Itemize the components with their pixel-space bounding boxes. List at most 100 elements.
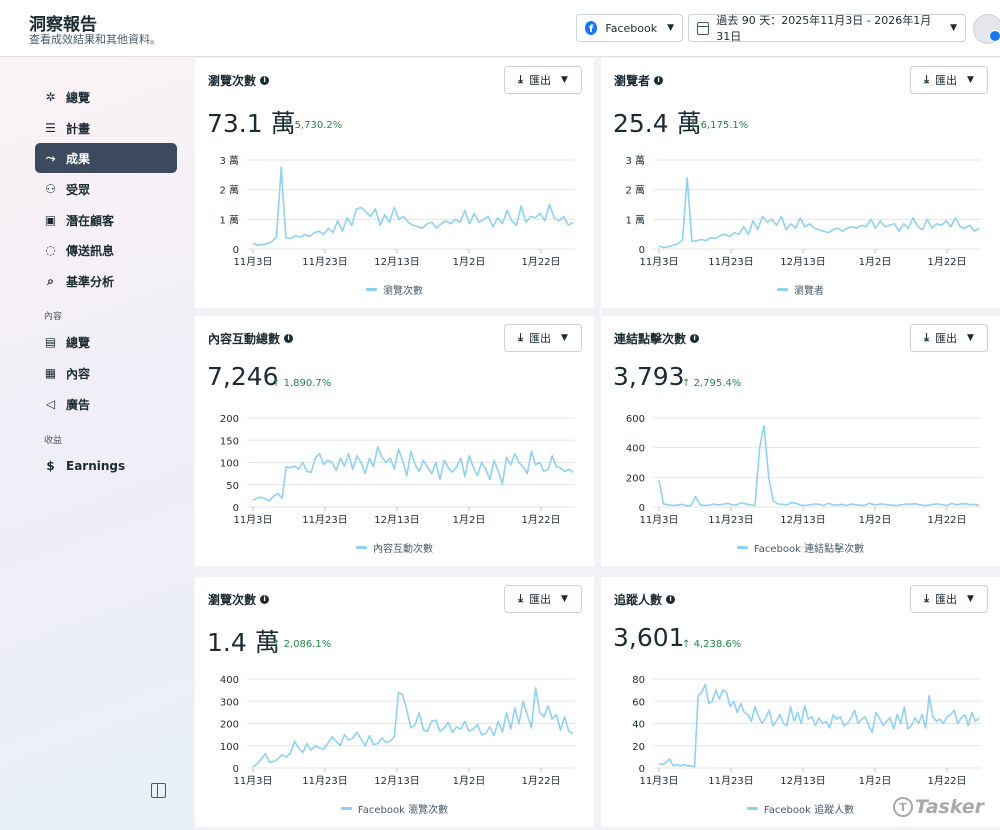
metric-change-value: 1,890.7%: [283, 378, 332, 389]
card-title-text: 內容互動總數: [208, 332, 281, 346]
x-tick-label: 12月13日: [780, 775, 825, 787]
export-label: 匯出: [528, 74, 551, 87]
legend-label: 瀏覽者: [794, 286, 824, 297]
sidebar-item-label: 成果: [66, 151, 91, 166]
sidebar: ✲ 總覽 ☰ 計畫 ⤳ 成果 ⚇ 受眾 ▣ 潛在顧客 ◌ 傳送訊息 ⌕ 基準分析 內容 ▤ 總覽 ▦ 內容 ◁ 廣告 收益…: [0, 57, 194, 830]
series-line: [252, 166, 574, 247]
line-chart: 0 100 200 300 400 11月3日 11月23日 12月13日 1月2日 1月22日: [220, 675, 575, 787]
y-tick-label: 3 萬: [625, 154, 645, 167]
y-tick-label: 0: [233, 503, 239, 514]
chevron-down-icon: ▼: [560, 333, 568, 343]
info-icon[interactable]: i: [260, 76, 270, 85]
metric-value: 7,246: [207, 362, 279, 391]
x-tick-label: 12月13日: [374, 256, 419, 268]
sidebar-item-label: 總覽: [66, 335, 91, 350]
tasker-logo-icon: T: [893, 797, 913, 817]
metric-value: 73.1 萬: [207, 109, 296, 138]
benchmark-icon: ⌕: [47, 274, 54, 288]
chart-legend: 瀏覽次數: [195, 282, 594, 297]
legend-label: Facebook 追蹤人數: [763, 805, 855, 816]
metric-change: ↑ 5,730.2%: [283, 120, 342, 131]
x-tick-label: 11月23日: [302, 256, 347, 268]
metric-change: ↑ 1,890.7%: [272, 378, 331, 389]
dollar-icon: $: [46, 459, 55, 473]
sidebar-item-top-6[interactable]: ⌕ 基準分析: [35, 266, 177, 296]
x-tick-label: 1月2日: [859, 775, 892, 787]
sidebar-item-top-2[interactable]: ⤳ 成果: [35, 143, 177, 173]
y-tick-label: 60: [632, 697, 645, 708]
sidebar-item-label: 傳送訊息: [66, 243, 115, 258]
card-title: 追蹤人數 i: [614, 591, 676, 608]
metric-card: 內容互動總數 i ⤓ 匯出 ▼ 7,246 ↑ 1,890.7% 內容互動次數 0 50 100 15…: [195, 316, 594, 566]
info-icon[interactable]: i: [260, 595, 270, 604]
y-tick-label: 200: [626, 473, 645, 484]
date-range-selector[interactable]: 過去 90 天：2025年11月3日 - 2026年1月31日 ▼: [688, 14, 966, 43]
watermark-text: Tasker: [915, 796, 985, 818]
legend-swatch: [356, 546, 367, 549]
sidebar-item-content-2[interactable]: ◁ 廣告: [35, 389, 177, 419]
x-tick-label: 11月23日: [708, 256, 753, 268]
export-button[interactable]: ⤓ 匯出 ▼: [910, 585, 988, 613]
y-tick-label: 20: [632, 742, 645, 753]
metric-card: 連結點擊次數 i ⤓ 匯出 ▼ 3,793 ↑ 2,795.4% Facebook 連結點擊次…: [601, 316, 1000, 566]
info-icon[interactable]: i: [284, 334, 294, 343]
metric-change-value: 2,086.1%: [283, 639, 332, 650]
sidebar-item-top-0[interactable]: ✲ 總覽: [35, 82, 177, 112]
y-tick-label: 2 萬: [625, 184, 645, 197]
export-button[interactable]: ⤓ 匯出 ▼: [504, 585, 582, 613]
x-tick-label: 12月13日: [374, 775, 419, 787]
legend-swatch: [736, 546, 748, 549]
metric-change-value: 5,730.2%: [294, 120, 343, 131]
line-chart: 0 1 萬 2 萬 3 萬 11月3日 11月23日 12月13日 1月2日 1月22日: [625, 154, 981, 268]
y-tick-label: 400: [626, 444, 645, 455]
sidebar-item-top-3[interactable]: ⚇ 受眾: [35, 174, 177, 204]
card-title: 瀏覽次數 i: [208, 591, 270, 608]
sidebar-item-revenue-0[interactable]: $ Earnings: [35, 451, 177, 481]
content-overview-icon: ▤: [44, 335, 57, 349]
sidebar-item-top-5[interactable]: ◌ 傳送訊息: [35, 235, 177, 265]
x-tick-label: 11月3日: [233, 256, 272, 268]
y-tick-label: 0: [639, 764, 645, 775]
export-button[interactable]: ⤓ 匯出 ▼: [504, 66, 582, 94]
card-title-text: 追蹤人數: [614, 593, 663, 607]
x-tick-label: 11月23日: [708, 514, 753, 526]
sidebar-item-content-0[interactable]: ▤ 總覽: [35, 327, 177, 357]
download-icon: ⤓: [518, 73, 523, 86]
platform-selector[interactable]: f Facebook ▼: [576, 14, 683, 42]
x-tick-label: 11月3日: [233, 775, 272, 787]
collapse-sidebar-icon[interactable]: [151, 783, 166, 798]
sidebar-item-content-1[interactable]: ▦ 內容: [35, 358, 177, 388]
up-arrow-icon: ↑: [682, 639, 694, 650]
y-tick-label: 3 萬: [219, 154, 239, 167]
export-label: 匯出: [934, 74, 957, 87]
sidebar-item-label: Earnings: [66, 459, 126, 473]
export-button[interactable]: ⤓ 匯出 ▼: [504, 324, 582, 352]
people-icon: ⚇: [45, 182, 56, 196]
sidebar-item-label: 受眾: [66, 182, 91, 197]
x-tick-label: 1月2日: [453, 514, 486, 526]
export-button[interactable]: ⤓ 匯出 ▼: [910, 66, 988, 94]
metric-value: 25.4 萬: [613, 109, 702, 138]
sidebar-item-top-1[interactable]: ☰ 計畫: [35, 113, 177, 143]
x-tick-label: 1月22日: [927, 256, 966, 268]
info-icon[interactable]: i: [654, 76, 664, 85]
export-button[interactable]: ⤓ 匯出 ▼: [910, 324, 988, 352]
sidebar-item-label: 潛在顧客: [66, 213, 115, 228]
card-title: 瀏覽者 i: [614, 72, 664, 89]
sidebar-item-top-4[interactable]: ▣ 潛在顧客: [35, 205, 177, 235]
metric-change: ↑ 2,795.4%: [682, 378, 741, 389]
legend-label: 瀏覽次數: [383, 286, 423, 297]
legend-swatch: [777, 288, 788, 291]
y-tick-label: 300: [220, 697, 239, 708]
y-tick-label: 150: [220, 436, 239, 447]
sidebar-item-label: 基準分析: [66, 274, 115, 289]
info-icon[interactable]: i: [666, 595, 676, 604]
x-tick-label: 11月3日: [639, 514, 678, 526]
y-tick-label: 200: [220, 720, 239, 731]
metric-change: ↑ 6,175.1%: [689, 120, 748, 131]
info-icon[interactable]: i: [690, 334, 700, 343]
x-tick-label: 1月2日: [859, 256, 892, 268]
y-tick-label: 2 萬: [219, 184, 239, 197]
card-title-text: 瀏覽者: [614, 74, 651, 88]
